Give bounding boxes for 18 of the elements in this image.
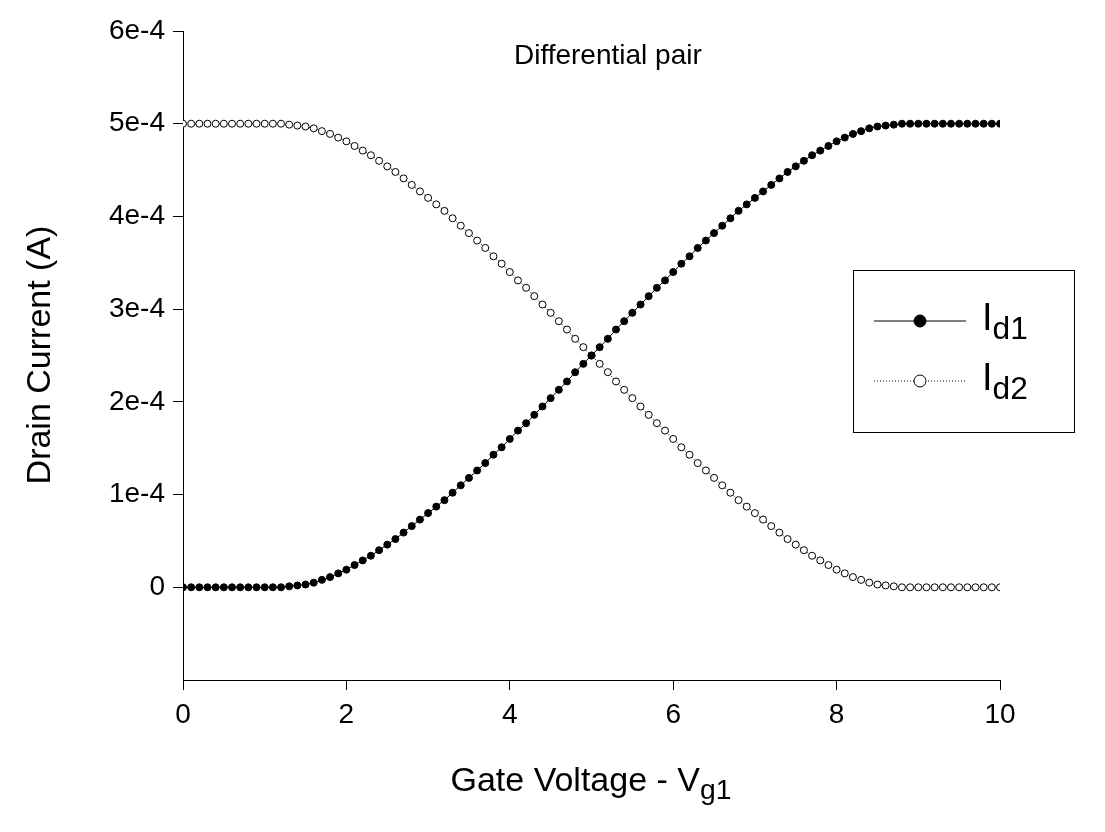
x-tick-label: 2: [338, 697, 355, 729]
y-tick-label: 0: [149, 570, 165, 601]
y-tick-label: 1e-4: [108, 477, 165, 509]
y-tick-label: 5e-4: [108, 106, 165, 138]
y-tick-label: 6e-4: [108, 13, 165, 45]
annotation: Differential pair: [513, 38, 702, 70]
x-tick-label: 4: [502, 697, 518, 729]
x-tick-label: 6: [665, 697, 681, 729]
x-tick-label: 0: [175, 697, 191, 729]
y-tick-label: 2e-4: [108, 384, 165, 416]
x-axis-title: Gate Voltage - V$_{g1}$: [450, 760, 732, 806]
y-tick-label: 3e-4: [108, 291, 165, 323]
legend-label: I$_{d1}$: [982, 295, 1028, 347]
x-tick-label: 10: [984, 697, 1016, 729]
legend-label: I$_{d2}$: [982, 355, 1028, 407]
x-tick-label: 8: [828, 697, 845, 729]
y-axis-title: Drain Current (A): [18, 225, 58, 485]
y-tick-label: 4e-4: [108, 199, 165, 231]
